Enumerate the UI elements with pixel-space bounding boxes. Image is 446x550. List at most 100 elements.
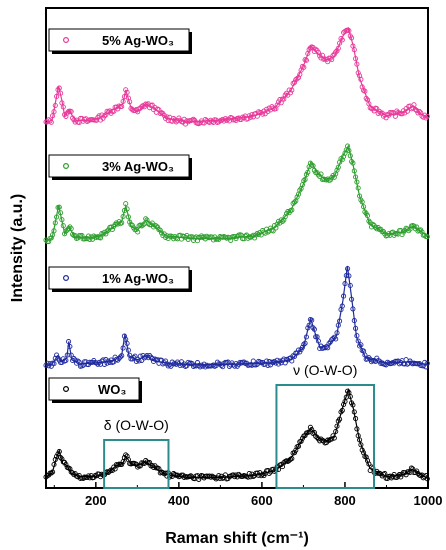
data-point xyxy=(388,360,395,367)
data-point xyxy=(303,57,309,63)
data-point xyxy=(341,401,347,408)
data-point xyxy=(51,228,57,234)
data-point xyxy=(131,355,137,361)
data-point xyxy=(343,272,349,279)
data-point xyxy=(245,235,251,241)
data-point xyxy=(313,433,319,439)
legend-label: 1% Ag-WO₃ xyxy=(102,271,174,286)
legend-entry: 3% Ag-WO₃ xyxy=(48,154,192,180)
data-point xyxy=(305,169,311,175)
data-point xyxy=(157,227,163,233)
data-point xyxy=(139,104,145,110)
data-point xyxy=(117,354,123,360)
legend-label: WO₃ xyxy=(98,382,126,397)
data-point xyxy=(119,461,125,467)
data-point xyxy=(153,223,159,229)
data-point xyxy=(424,476,430,482)
data-point xyxy=(411,223,417,229)
data-point xyxy=(354,61,360,67)
x-tick-label: 800 xyxy=(334,493,356,508)
data-point xyxy=(339,407,345,413)
data-point xyxy=(124,340,130,346)
data-point xyxy=(354,179,360,185)
data-point xyxy=(109,226,115,232)
data-point xyxy=(250,232,256,238)
data-point xyxy=(67,343,73,350)
data-point xyxy=(56,449,62,455)
data-point xyxy=(323,344,329,350)
data-point xyxy=(302,176,308,182)
data-point xyxy=(216,473,222,479)
data-point xyxy=(353,416,359,422)
x-tick-label: 400 xyxy=(168,493,190,508)
data-point xyxy=(48,363,54,369)
data-point xyxy=(210,362,216,368)
data-point xyxy=(190,116,197,122)
data-point xyxy=(58,90,64,96)
data-point xyxy=(68,108,74,115)
legend-entry: 5% Ag-WO₃ xyxy=(48,28,192,54)
data-point xyxy=(411,102,417,108)
data-point xyxy=(121,455,127,461)
data-point xyxy=(127,99,133,105)
data-point xyxy=(315,172,321,178)
data-point xyxy=(354,426,360,432)
data-point xyxy=(87,236,93,242)
data-point xyxy=(161,112,167,119)
data-point xyxy=(339,303,345,309)
data-point xyxy=(289,87,295,93)
legend-box xyxy=(48,266,190,290)
data-point xyxy=(342,398,348,405)
data-point xyxy=(149,102,155,108)
legend-layer: 5% Ag-WO₃ 3% Ag-WO₃ 1% Ag-WO₃ WO₃ xyxy=(48,28,192,403)
data-point xyxy=(358,442,364,448)
x-tick-label: 600 xyxy=(251,493,273,508)
data-point xyxy=(341,293,347,299)
data-point xyxy=(58,455,64,461)
data-point xyxy=(335,45,341,51)
data-point xyxy=(63,461,69,467)
legend-box xyxy=(48,28,190,52)
data-point xyxy=(274,102,280,108)
data-point xyxy=(310,163,316,169)
x-tick-label: 200 xyxy=(85,493,107,508)
data-point xyxy=(67,466,73,472)
data-point xyxy=(326,340,332,347)
data-point xyxy=(359,447,365,453)
data-point xyxy=(351,409,357,415)
data-point xyxy=(66,339,72,345)
legend-box xyxy=(48,377,140,401)
data-point xyxy=(101,361,108,367)
data-point xyxy=(327,177,333,183)
legend-marker xyxy=(62,36,69,43)
data-point xyxy=(212,475,218,481)
data-point xyxy=(422,232,428,238)
data-point xyxy=(322,345,328,351)
data-point xyxy=(354,333,360,339)
data-point xyxy=(129,356,135,362)
data-point xyxy=(311,326,317,332)
data-point xyxy=(63,228,69,234)
data-point xyxy=(103,231,109,237)
data-point xyxy=(279,218,286,224)
data-point xyxy=(48,119,54,125)
data-point xyxy=(54,214,60,220)
annotation-label: ν (O-W-O) xyxy=(293,362,357,378)
data-point xyxy=(97,235,104,241)
data-point xyxy=(241,359,247,365)
data-point xyxy=(289,456,295,462)
data-point xyxy=(317,173,323,180)
data-point xyxy=(120,98,126,104)
series-layer xyxy=(43,26,430,482)
data-point xyxy=(295,443,302,449)
data-point xyxy=(291,199,298,205)
data-point xyxy=(333,49,339,55)
data-point xyxy=(358,76,364,82)
data-point xyxy=(422,112,428,118)
data-point xyxy=(68,226,74,232)
data-point xyxy=(119,103,125,110)
data-point xyxy=(245,116,251,122)
data-point xyxy=(71,356,77,362)
legend-box xyxy=(48,154,190,178)
